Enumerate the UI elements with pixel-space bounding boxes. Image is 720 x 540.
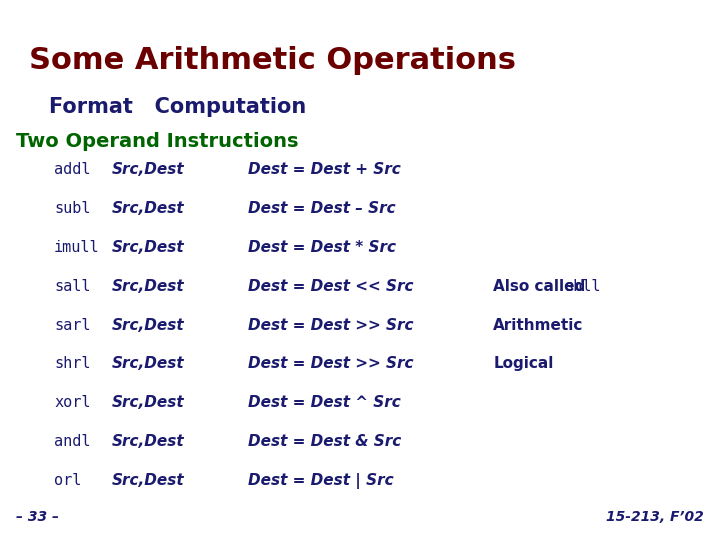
Text: Dest = Dest >> Src: Dest = Dest >> Src xyxy=(248,356,414,372)
Text: Dest = Dest ^ Src: Dest = Dest ^ Src xyxy=(248,395,401,410)
Text: Dest = Dest | Src: Dest = Dest | Src xyxy=(248,473,394,489)
Text: subl: subl xyxy=(54,201,91,216)
Text: Src,Dest: Src,Dest xyxy=(112,162,184,177)
Text: Dest = Dest + Src: Dest = Dest + Src xyxy=(248,162,401,177)
Text: addl: addl xyxy=(54,162,91,177)
Text: Src,Dest: Src,Dest xyxy=(112,201,184,216)
Text: Also called: Also called xyxy=(493,279,590,294)
Text: sarl: sarl xyxy=(54,318,91,333)
Text: Src,Dest: Src,Dest xyxy=(112,279,184,294)
Text: Dest = Dest & Src: Dest = Dest & Src xyxy=(248,434,402,449)
Text: andl: andl xyxy=(54,434,91,449)
Text: imull: imull xyxy=(54,240,99,255)
Text: sall: sall xyxy=(54,279,91,294)
Text: Some Arithmetic Operations: Some Arithmetic Operations xyxy=(29,46,516,75)
Text: Arithmetic: Arithmetic xyxy=(493,318,584,333)
Text: Format   Computation: Format Computation xyxy=(49,97,306,117)
Text: xorl: xorl xyxy=(54,395,91,410)
Text: Two Operand Instructions: Two Operand Instructions xyxy=(16,132,298,151)
Text: Src,Dest: Src,Dest xyxy=(112,240,184,255)
Text: shrl: shrl xyxy=(54,356,91,372)
Text: shll: shll xyxy=(564,279,600,294)
Text: Src,Dest: Src,Dest xyxy=(112,318,184,333)
Text: Src,Dest: Src,Dest xyxy=(112,356,184,372)
Text: Src,Dest: Src,Dest xyxy=(112,395,184,410)
Text: Src,Dest: Src,Dest xyxy=(112,473,184,488)
Text: 15-213, F’02: 15-213, F’02 xyxy=(606,510,704,524)
Text: Dest = Dest * Src: Dest = Dest * Src xyxy=(248,240,397,255)
Text: orl: orl xyxy=(54,473,81,488)
Text: Dest = Dest << Src: Dest = Dest << Src xyxy=(248,279,414,294)
Text: – 33 –: – 33 – xyxy=(16,510,59,524)
Text: Logical: Logical xyxy=(493,356,554,372)
Text: Dest = Dest – Src: Dest = Dest – Src xyxy=(248,201,396,216)
Text: Dest = Dest >> Src: Dest = Dest >> Src xyxy=(248,318,414,333)
Text: Src,Dest: Src,Dest xyxy=(112,434,184,449)
